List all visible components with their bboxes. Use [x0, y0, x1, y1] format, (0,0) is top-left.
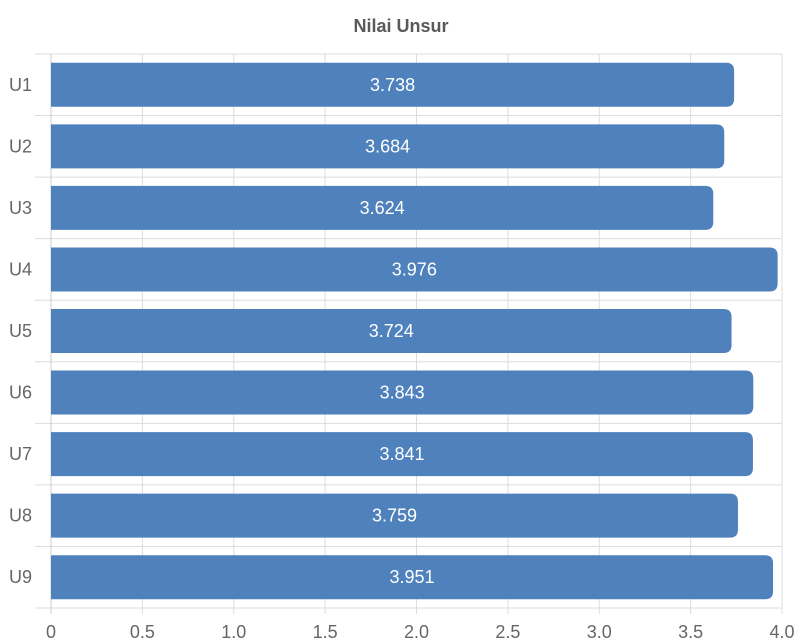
category-label-u6: U6 [9, 383, 32, 403]
data-label-u1: 3.738 [370, 75, 415, 95]
x-tick-label: 3.5 [678, 622, 703, 642]
category-label-u9: U9 [9, 567, 32, 587]
data-label-u6: 3.843 [380, 383, 425, 403]
bar-u6 [51, 370, 754, 415]
x-tick-label: 1.0 [221, 622, 246, 642]
data-label-u9: 3.951 [389, 567, 434, 587]
data-label-u7: 3.841 [379, 444, 424, 464]
category-label-u2: U2 [9, 136, 32, 156]
y-axis-tick-labels: U1 U2 U3 U4 U5 U6 U7 U8 U9 [9, 75, 32, 587]
x-tick-label: 0 [46, 622, 56, 642]
x-tick-label: 3.0 [587, 622, 612, 642]
x-tick-label: 2.5 [495, 622, 520, 642]
x-tick-label: 1.5 [313, 622, 338, 642]
data-label-u2: 3.684 [365, 136, 410, 156]
bar-u1 [51, 62, 735, 107]
bars [51, 62, 778, 600]
data-label-u8: 3.759 [372, 506, 417, 526]
category-label-u3: U3 [9, 198, 32, 218]
bar-u4 [51, 247, 778, 292]
bar-u5 [51, 309, 732, 353]
x-axis-tick-labels: 0 0.5 1.0 1.5 2.0 2.5 3.0 3.5 4.0 [46, 622, 795, 642]
bar-u7 [51, 432, 753, 477]
category-label-u5: U5 [9, 321, 32, 341]
data-labels: 3.738 3.684 3.624 3.976 3.724 3.843 3.841 3.759… [360, 75, 437, 587]
data-label-u5: 3.724 [369, 321, 414, 341]
x-tick-label: 2.0 [404, 622, 429, 642]
bar-u2 [51, 124, 725, 169]
bar-u3 [51, 185, 714, 230]
x-tick-label: 0.5 [130, 622, 155, 642]
category-label-u7: U7 [9, 444, 32, 464]
bar-u8 [51, 493, 738, 538]
category-label-u1: U1 [9, 75, 32, 95]
category-label-u8: U8 [9, 506, 32, 526]
bar-u9 [51, 555, 774, 600]
category-label-u4: U4 [9, 259, 32, 279]
data-label-u3: 3.624 [360, 198, 405, 218]
x-tick-label: 4.0 [769, 622, 794, 642]
data-label-u4: 3.976 [392, 259, 437, 279]
chart-title: Nilai Unsur [353, 16, 448, 36]
